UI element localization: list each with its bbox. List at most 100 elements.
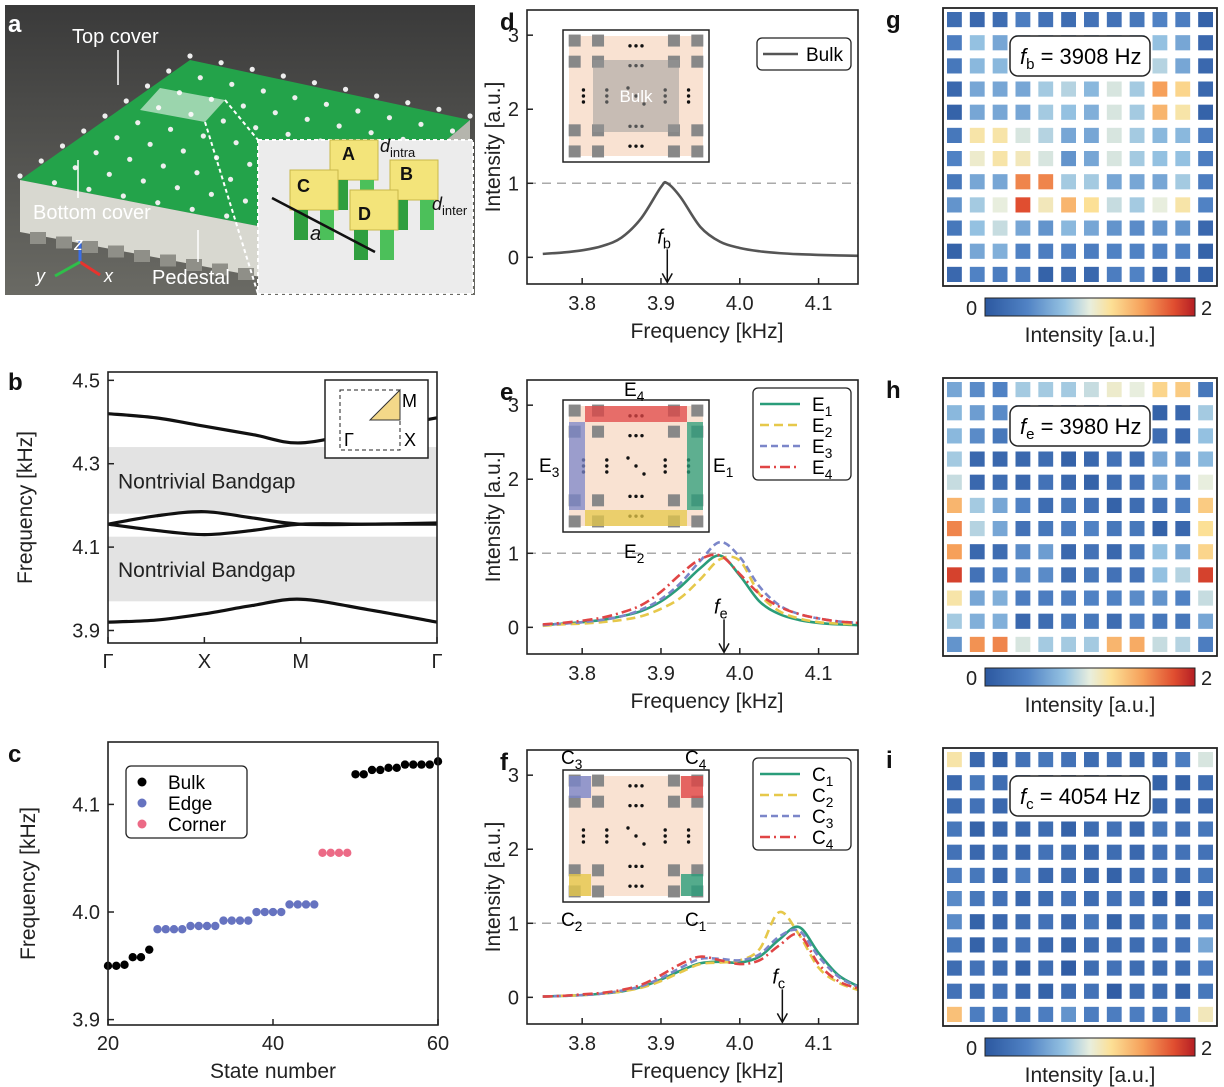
heatmap-cell: [1129, 220, 1145, 236]
plot-frame: [526, 9, 859, 285]
legend-label: C1: [812, 765, 833, 789]
heatmap-cell: [1015, 497, 1031, 513]
bandgap-label: Nontrivial Bandgap: [118, 559, 295, 582]
chart-b: Nontrivial Bandgap Nontrivial Bandgap 3.9 4…: [8, 369, 443, 673]
heatmap-cell: [1106, 127, 1122, 143]
heatmap-cell: [1129, 937, 1145, 953]
heatmap-cell: [1015, 127, 1031, 143]
screw-dot: [224, 213, 230, 219]
heatmap-cell: [1061, 474, 1076, 490]
heatmap-cell: [1152, 197, 1168, 213]
screw-dot: [436, 106, 442, 112]
heatmap-cell: [1129, 197, 1145, 213]
x-tick-label: 4.0: [726, 1033, 754, 1055]
highlight-cell: [140, 88, 225, 122]
screw-dot: [72, 165, 78, 171]
heatmap-cell: [1175, 127, 1191, 143]
heatmap-cell: [969, 613, 985, 629]
heatmap-cell: [1038, 81, 1054, 97]
ellipsis-dot: [628, 44, 632, 48]
screw-dot: [93, 150, 99, 156]
heatmap-cell: [992, 937, 1008, 953]
heatmap-cell: [1084, 844, 1099, 860]
heatmap-cell: [992, 636, 1008, 652]
heatmap-cell: [992, 867, 1008, 883]
heatmap-cell: [1152, 775, 1168, 791]
heatmap-cell: [1152, 636, 1168, 652]
heatmap-cell: [1129, 243, 1145, 259]
frequency-label-box: [1009, 405, 1151, 447]
legend-label: C2: [812, 786, 833, 810]
legend-label: E4: [812, 458, 833, 482]
screw-dot: [405, 100, 411, 106]
heatmap-cell: [1061, 104, 1076, 120]
heatmap-cell: [1084, 12, 1099, 28]
heatmap-cell: [1175, 937, 1191, 953]
legend: [125, 765, 248, 839]
heatmap-h: fe = 3980 Hz 0 2 Intensity [a.u.] h: [886, 377, 1218, 717]
heatmap-cell: [1106, 960, 1122, 976]
heatmap-cell: [1106, 451, 1122, 467]
heatmap-cell: [1152, 428, 1168, 444]
corner-point: [334, 848, 344, 858]
bulk-point: [359, 770, 368, 779]
heatmap-cell: [992, 891, 1008, 907]
heatmap-frame: [942, 747, 1218, 1027]
heatmap-cell: [992, 567, 1008, 583]
heatmap-cell: [1152, 960, 1168, 976]
heatmap-cell: [969, 590, 985, 606]
panel-letter-i: i: [886, 747, 893, 774]
heatmap-cell: [969, 382, 985, 398]
colorbar-label: Intensity [a.u.]: [1025, 694, 1156, 717]
heatmap-cell: [1084, 127, 1099, 143]
heatmap-cell: [1084, 174, 1099, 190]
heatmap-cell: [1106, 521, 1122, 537]
site-square: [568, 145, 581, 158]
screw-dot: [200, 133, 206, 139]
bulk-point: [400, 760, 410, 769]
heatmap-cell: [1015, 567, 1031, 583]
heatmap-cell: [1129, 266, 1145, 282]
heatmap-cell: [1015, 1006, 1031, 1022]
screw-dot: [240, 103, 246, 109]
heatmap-cell: [1084, 867, 1099, 883]
heatmap-cell: [1084, 266, 1099, 282]
y-axis-label: Intensity [a.u.]: [482, 82, 505, 213]
edge-point: [277, 907, 286, 917]
x-tick-label: 20: [97, 1033, 119, 1055]
heatmap-cell: [1198, 474, 1213, 490]
heatmap-cell: [1084, 497, 1099, 513]
bulk-point: [384, 763, 393, 773]
heatmap-frame: [942, 7, 1218, 287]
heatmap-cell: [1152, 220, 1168, 236]
screw-dot: [106, 171, 112, 177]
heatmap-cell: [969, 451, 985, 467]
heatmap-cell: [1152, 613, 1168, 629]
heatmap-cell: [969, 844, 985, 860]
heatmap-cell: [1175, 405, 1191, 421]
axis-arrow: [79, 260, 101, 277]
heatmap-cell: [1061, 590, 1076, 606]
ellipsis-dot: [605, 458, 609, 462]
heatmap-cell: [947, 636, 962, 652]
heatmap-cell: [1084, 983, 1099, 999]
heatmap-cell: [1106, 497, 1122, 513]
heatmap-cell: [1106, 613, 1122, 629]
panel-letter-g: g: [886, 7, 901, 34]
ellipsis-dot: [686, 88, 691, 92]
heatmap-cell: [969, 266, 985, 282]
heatmap-cell: [1106, 821, 1122, 837]
heatmap-cell: [1175, 497, 1191, 513]
ellipsis-dot: [581, 94, 586, 98]
screw-dot: [249, 66, 255, 72]
heatmap-cell: [1015, 104, 1031, 120]
heatmap-cell: [1152, 151, 1168, 167]
heatmap-cell: [1084, 636, 1099, 652]
heatmap-cell: [1084, 567, 1099, 583]
screw-dot: [374, 93, 380, 99]
heatmap-cell: [1084, 243, 1099, 259]
heatmap-cell: [1175, 58, 1191, 74]
bulk-point: [409, 760, 418, 769]
heatmap-cell: [1038, 867, 1054, 883]
heatmap-cell: [1015, 914, 1031, 930]
